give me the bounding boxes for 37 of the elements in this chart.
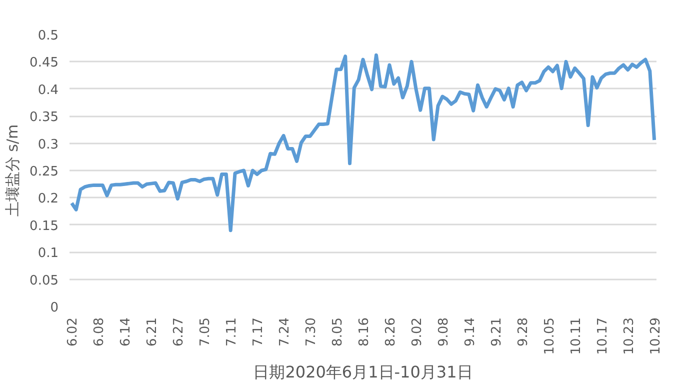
x-tick-label: 10.11 [568, 318, 584, 355]
x-tick-label: 6.14 [118, 317, 134, 346]
y-tick-label: 0.1 [38, 246, 59, 262]
y-tick-label: 0.45 [30, 56, 59, 71]
x-tick-label: 10.17 [595, 318, 610, 355]
y-tick-label: 0.4 [38, 82, 59, 98]
x-tick-label: 8.05 [330, 317, 346, 346]
x-tick-label: 8.16 [357, 317, 372, 346]
x-tick-label: 7.11 [224, 317, 240, 346]
x-tick-label: 7.24 [278, 317, 293, 346]
y-tick-label: 0.15 [30, 218, 59, 234]
x-tick-label: 8.26 [383, 317, 398, 346]
y-axis-title: 土壤盐分 s/m [4, 124, 22, 217]
x-tick-label: 9.02 [410, 317, 425, 346]
x-tick-label: 7.17 [251, 317, 266, 346]
y-tick-label: 0.5 [38, 28, 59, 44]
x-tick-label: 6.02 [66, 317, 81, 346]
x-tick-label: 7.05 [198, 317, 214, 346]
y-tick-label: 0.05 [30, 273, 59, 288]
x-tick-label: 9.08 [436, 317, 452, 346]
x-tick-label: 9.14 [462, 317, 478, 346]
x-tick-label: 6.21 [145, 317, 160, 346]
y-tick-label: 0.25 [30, 164, 59, 180]
y-tick-label: 0.2 [38, 192, 59, 207]
x-tick-label: 9.28 [516, 317, 531, 346]
x-tick-label: 7.30 [304, 317, 320, 346]
y-tick-label: 0.35 [30, 110, 59, 126]
x-axis-title: 日期2020年6月1日-10月31日 [253, 362, 473, 382]
y-tick-label: 0.3 [38, 137, 59, 152]
line-series [70, 53, 656, 232]
x-tick-label: 9.21 [489, 317, 504, 346]
x-tick-label: 10.23 [622, 318, 637, 355]
x-tick-label: 6.27 [172, 317, 187, 346]
x-tick-label: 10.05 [542, 318, 558, 355]
x-tick-label: 10.29 [648, 318, 664, 355]
x-tick-label: 6.08 [92, 317, 108, 346]
y-tick-label: 0 [50, 300, 59, 316]
